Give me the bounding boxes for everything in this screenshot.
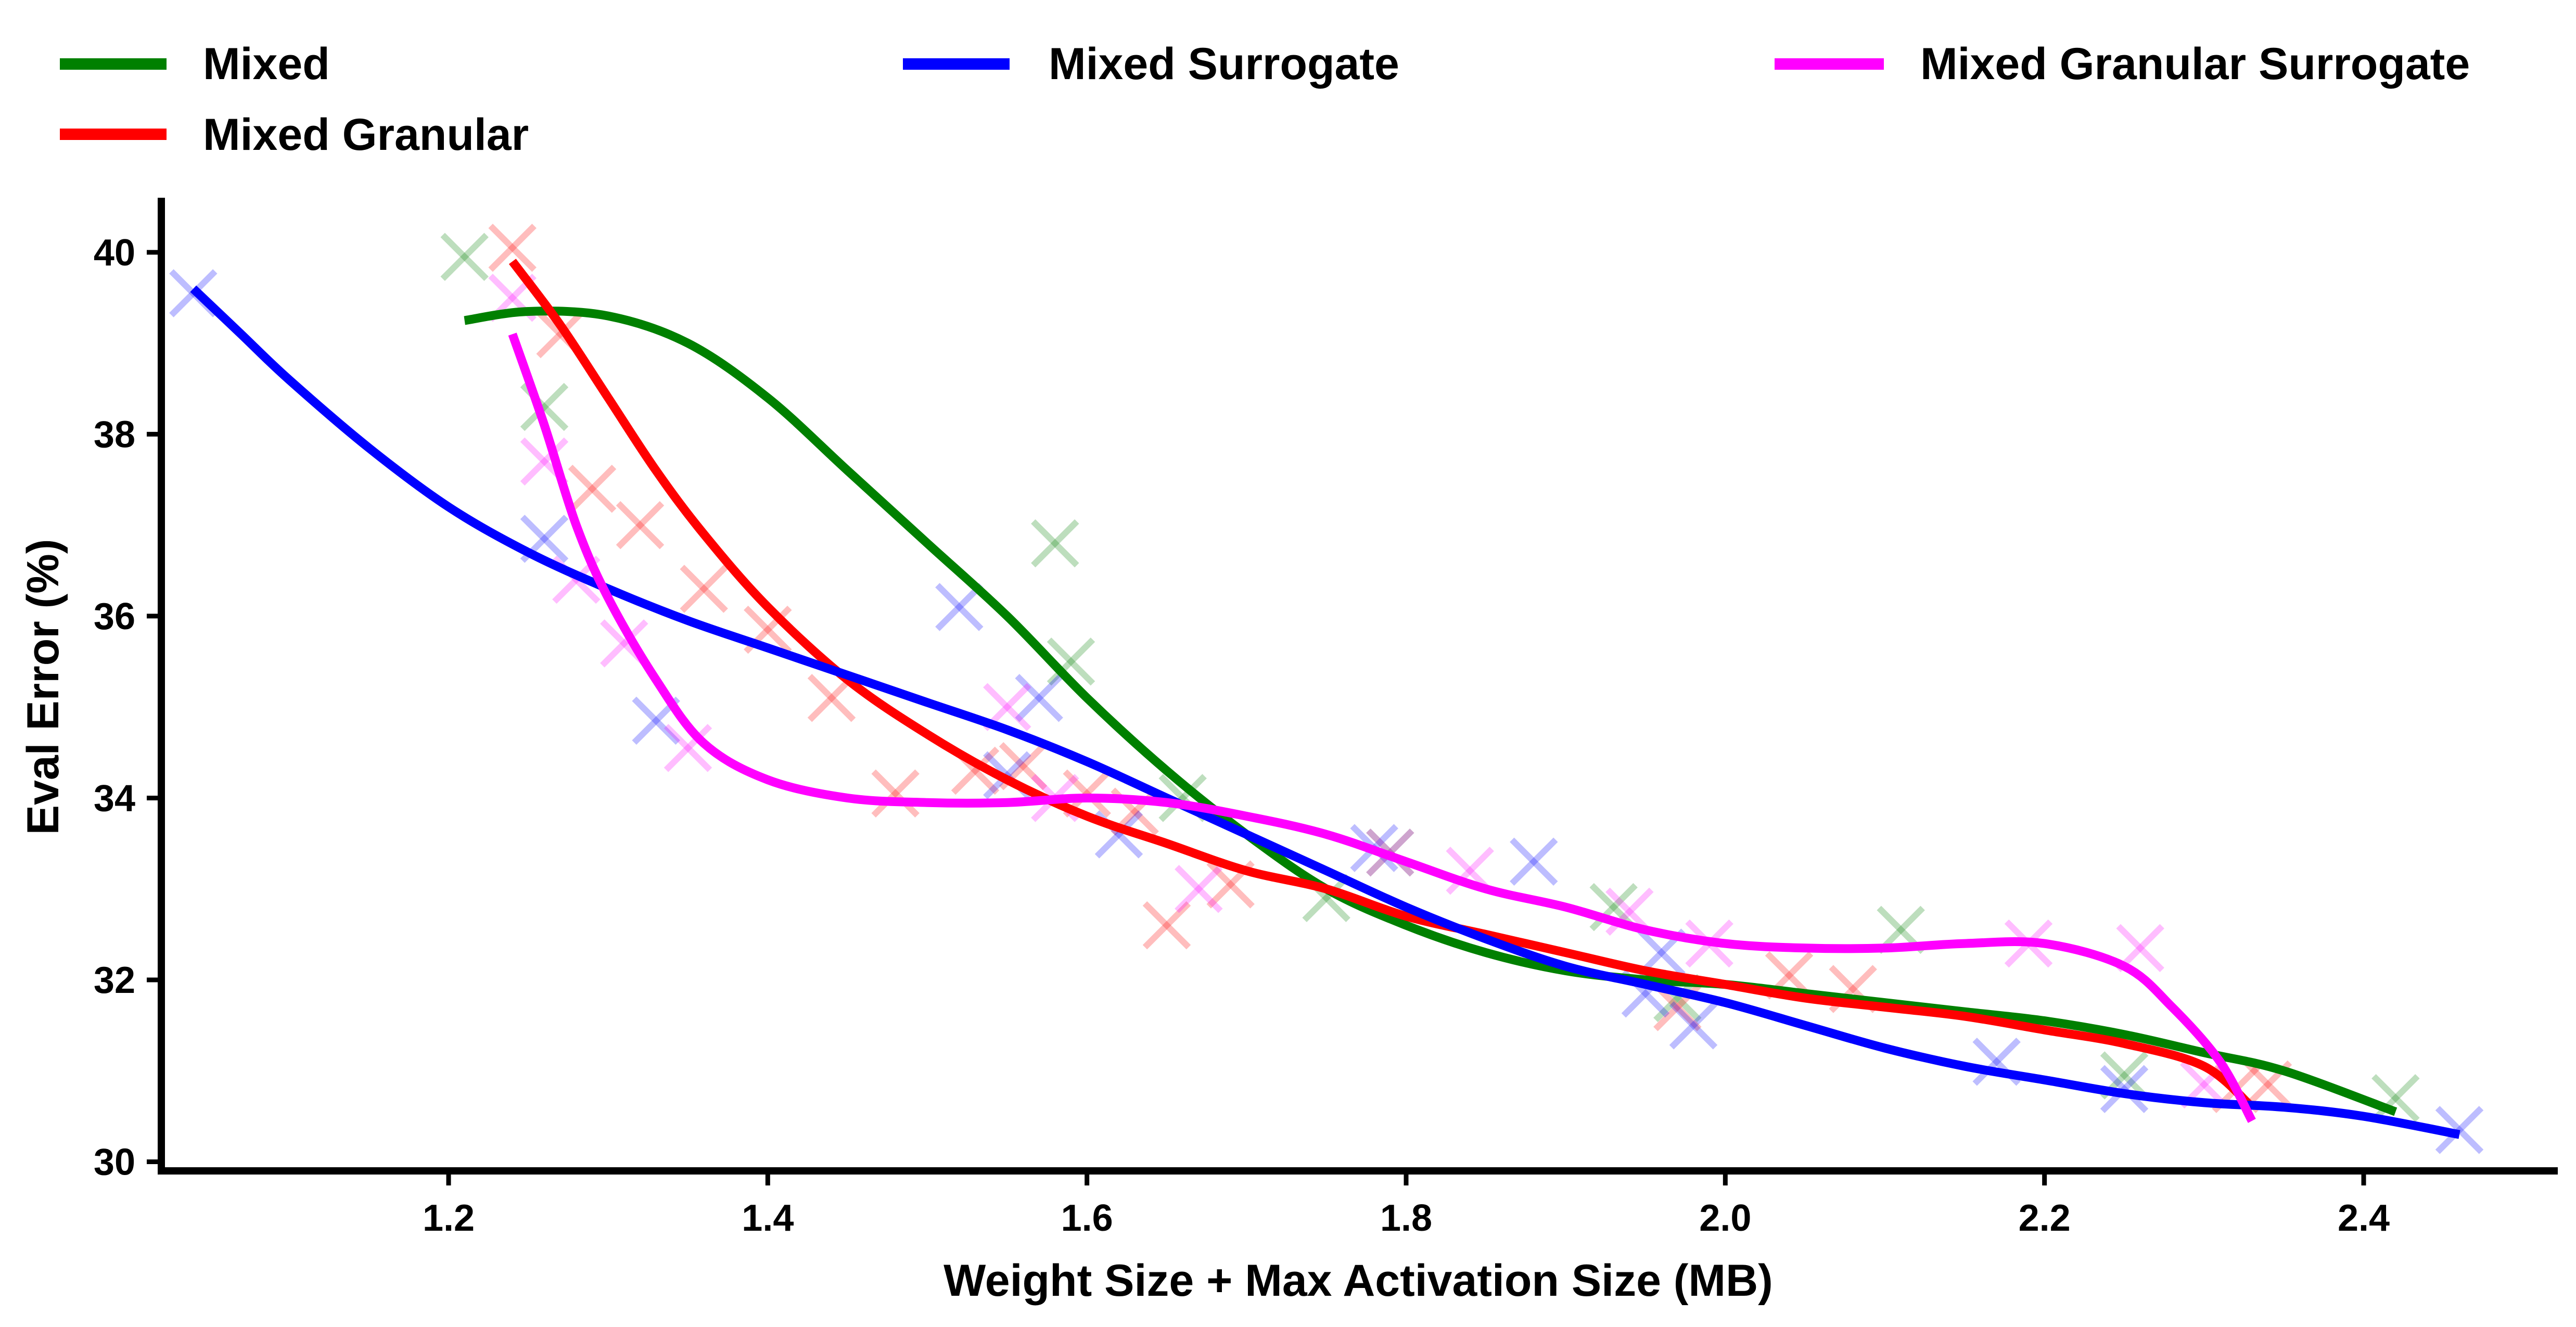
data-point-4-8 (1175, 864, 1223, 913)
data-point-3-6 (1015, 673, 1063, 722)
fit-curves (190, 259, 2460, 1139)
x-tick-label: 1.6 (1061, 1197, 1113, 1239)
data-point-3-15 (2435, 1106, 2484, 1154)
fit-line-mixed-surrogate (190, 285, 2460, 1139)
y-tick-label: 32 (94, 960, 135, 1001)
data-point-1-12 (2371, 1074, 2420, 1122)
legend-label-mixed: Mixed (203, 39, 330, 89)
data-point-3-12 (1669, 1001, 1718, 1050)
y-tick-label: 38 (94, 414, 135, 455)
x-tick-label: 1.8 (1380, 1197, 1432, 1239)
data-point-1-4 (1047, 637, 1095, 686)
data-point-3-14 (2100, 1065, 2149, 1113)
data-point-2-3 (568, 465, 617, 513)
fit-line-mixed-granular (508, 259, 2255, 1111)
axis-ticks: 1.2 1.4 1.6 1.8 2.0 2.2 2.4 30 32 34 36 38 40 (94, 232, 2390, 1239)
y-tick-label: 36 (94, 596, 135, 637)
data-point-4-5 (664, 724, 712, 772)
data-point-2-8 (871, 769, 920, 818)
scatter-points (169, 223, 2484, 1154)
x-tick-label: 1.2 (423, 1197, 475, 1239)
x-tick-label: 2.0 (1699, 1197, 1751, 1239)
y-tick-label: 34 (94, 777, 135, 819)
fit-line-mixed (464, 307, 2398, 1116)
data-point-2-4 (616, 501, 665, 550)
x-tick-label: 2.2 (2019, 1197, 2071, 1239)
axes (158, 198, 2558, 1175)
legend-label-mixed-granular-surrogate: Mixed Granular Surrogate (1920, 39, 2470, 89)
y-tick-label: 40 (94, 232, 135, 274)
x-axis-label: Weight Size + Max Activation Size (MB) (943, 1256, 1773, 1306)
data-point-3-4 (935, 583, 984, 631)
y-tick-label: 30 (94, 1142, 135, 1183)
data-point-3-9 (1510, 837, 1558, 886)
data-point-1-1 (440, 233, 489, 281)
legend-label-mixed-surrogate: Mixed Surrogate (1049, 39, 1399, 89)
x-tick-label: 2.4 (2338, 1197, 2390, 1239)
data-point-2-13 (1142, 901, 1191, 950)
data-point-2-5 (680, 565, 728, 613)
fit-line-mixed-granular-surrogate (508, 333, 2256, 1123)
legend: Mixed Mixed Surrogate Mixed Granular Sur… (60, 39, 2470, 160)
y-axis-label: Eval Error (%) (18, 539, 68, 835)
data-point-2-1 (488, 223, 537, 272)
legend-label-mixed-granular: Mixed Granular (203, 110, 529, 160)
data-point-1-3 (1031, 519, 1079, 568)
x-tick-label: 1.4 (742, 1197, 794, 1239)
